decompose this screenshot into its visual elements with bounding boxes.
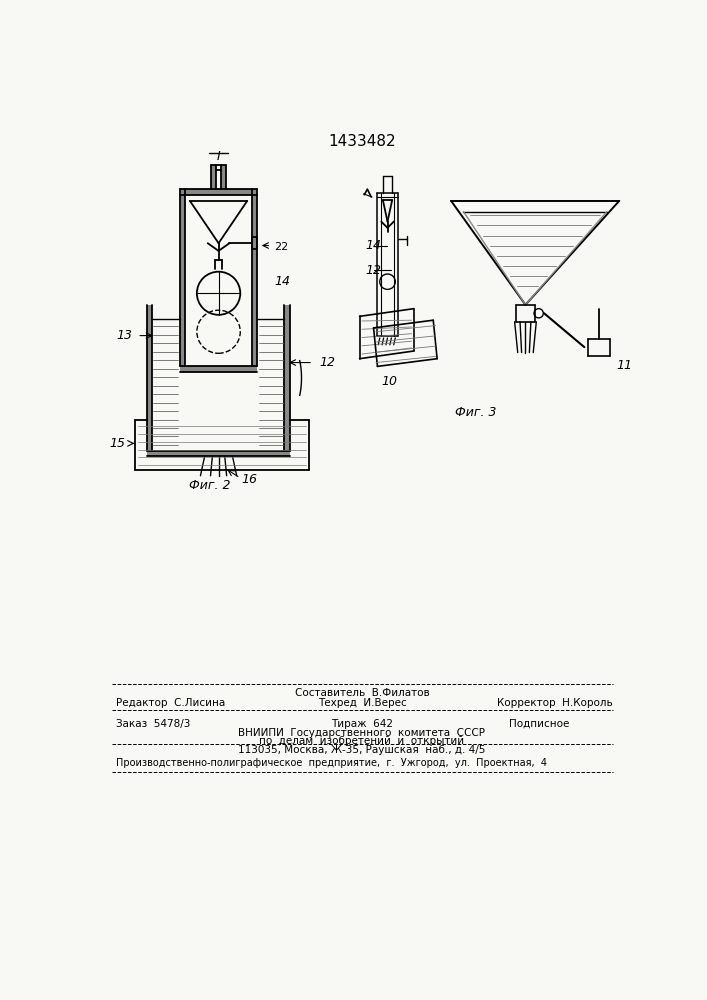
Bar	[211, 165, 216, 189]
Bar	[180, 189, 185, 366]
Text: Тираж  642: Тираж 642	[331, 719, 393, 729]
Text: 12: 12	[320, 356, 335, 369]
Bar	[284, 305, 290, 451]
Text: Редактор  С.Лисина: Редактор С.Лисина	[115, 698, 225, 708]
Text: Фиг. 3: Фиг. 3	[455, 406, 496, 419]
Text: 14: 14	[365, 239, 381, 252]
Text: Подписное: Подписное	[508, 719, 569, 729]
Text: ВНИИПИ  Государственного  комитета  СССР: ВНИИПИ Государственного комитета СССР	[238, 728, 486, 738]
Text: 11: 11	[616, 359, 632, 372]
Text: 12: 12	[365, 264, 381, 277]
Bar	[146, 305, 152, 451]
Text: Составитель  В.Филатов: Составитель В.Филатов	[295, 688, 429, 698]
Text: 22: 22	[274, 242, 288, 252]
Text: I: I	[217, 150, 221, 163]
Circle shape	[534, 309, 543, 318]
Bar	[252, 189, 257, 366]
Text: 10: 10	[381, 375, 397, 388]
Bar	[221, 165, 226, 189]
Text: 113035, Москва, Ж-35, Раушская  наб., д. 4/5: 113035, Москва, Ж-35, Раушская наб., д. …	[238, 745, 486, 755]
Text: Производственно-полиграфическое  предприятие,  г.  Ужгород,  ул.  Проектная,  4: Производственно-полиграфическое предприя…	[115, 758, 547, 768]
Text: 1433482: 1433482	[328, 134, 396, 149]
Text: Техред  И.Верес: Техред И.Верес	[317, 698, 407, 708]
Bar	[180, 189, 257, 195]
Bar	[180, 366, 257, 372]
Text: Фиг. 2: Фиг. 2	[189, 479, 230, 492]
Text: по  делам  изобретений  и  открытий: по делам изобретений и открытий	[259, 736, 464, 746]
Text: 13: 13	[117, 329, 132, 342]
Text: 16: 16	[242, 473, 258, 486]
Text: Заказ  5478/3: Заказ 5478/3	[115, 719, 190, 729]
Text: 14: 14	[274, 275, 291, 288]
Bar	[146, 451, 290, 456]
Text: 15: 15	[110, 437, 126, 450]
Text: Корректор  Н.Король: Корректор Н.Король	[497, 698, 613, 708]
